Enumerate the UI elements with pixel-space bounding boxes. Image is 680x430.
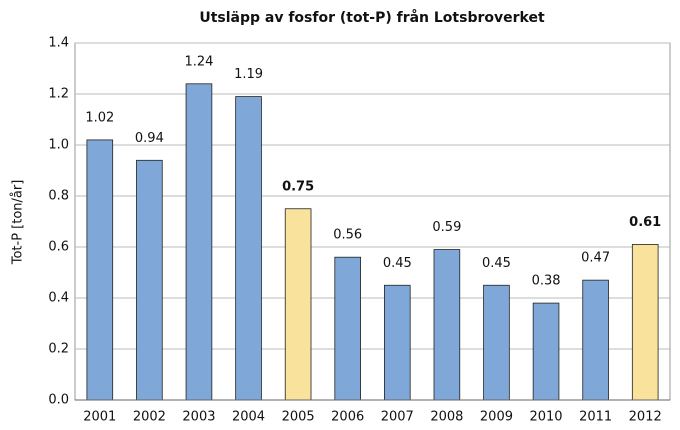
data-label: 0.61: [629, 215, 661, 230]
bar: [86, 139, 114, 401]
x-tick-label: 2006: [331, 410, 364, 425]
y-axis-label: Tot-P [ton/år]: [11, 180, 26, 266]
x-tick-label: 2010: [529, 410, 562, 425]
y-tick-label: 0.8: [48, 189, 69, 204]
bar: [483, 284, 510, 401]
x-tick-label: 2011: [579, 410, 612, 425]
bar: [334, 256, 362, 401]
bar: [136, 159, 163, 401]
bar: [582, 279, 609, 401]
data-label: 1.24: [184, 54, 213, 69]
x-tick-label: 2009: [480, 410, 513, 425]
y-tick-label: 1.2: [48, 87, 69, 102]
y-tick-label: 1.4: [48, 36, 69, 51]
bar: [433, 249, 461, 401]
data-label: 0.94: [135, 131, 164, 146]
y-tick-label: 0.2: [48, 342, 69, 357]
data-label: 0.59: [432, 220, 461, 235]
x-tick-label: 2012: [629, 410, 662, 425]
data-label: 0.47: [581, 251, 610, 266]
x-tick-label: 2002: [133, 410, 166, 425]
bar: [383, 284, 411, 401]
y-tick-label: 0.6: [48, 240, 69, 255]
y-tick-label: 0.0: [48, 393, 69, 408]
data-label: 0.38: [532, 274, 561, 289]
data-label: 1.02: [85, 110, 114, 125]
x-tick-label: 2008: [430, 410, 463, 425]
x-tick-label: 2001: [83, 410, 116, 425]
y-tick-label: 1.0: [48, 138, 69, 153]
bar: [284, 208, 312, 401]
y-tick-label: 0.4: [48, 291, 69, 306]
bar: [235, 96, 262, 401]
plot-area: [74, 42, 671, 401]
data-label: 1.19: [234, 67, 263, 82]
bar: [631, 244, 659, 401]
chart-title: Utsläpp av fosfor (tot-P) från Lotsbrove…: [199, 9, 545, 26]
bar: [532, 302, 560, 401]
data-label: 0.45: [482, 256, 511, 271]
x-tick-label: 2005: [282, 410, 315, 425]
x-tick-label: 2003: [182, 410, 215, 425]
data-label: 0.75: [282, 179, 314, 194]
bar: [185, 83, 213, 401]
data-label: 0.56: [333, 228, 362, 243]
x-tick-label: 2004: [232, 410, 265, 425]
x-tick-label: 2007: [381, 410, 414, 425]
data-label: 0.45: [383, 256, 412, 271]
